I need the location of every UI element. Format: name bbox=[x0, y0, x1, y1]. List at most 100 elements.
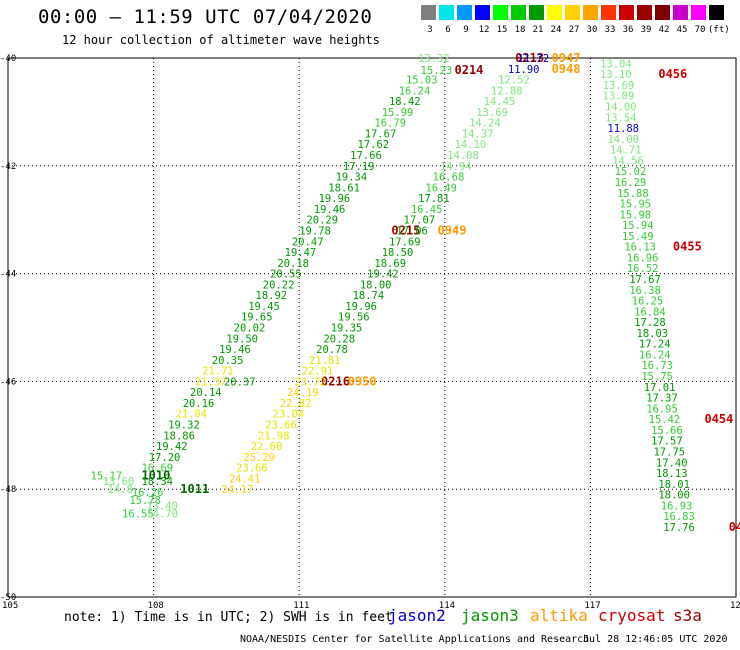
pass-time-label: 0455 bbox=[673, 240, 702, 254]
scale-label: 9 bbox=[463, 25, 469, 35]
wave-height-label: 20.35 bbox=[212, 355, 244, 367]
wave-height-label: 21.81 bbox=[309, 355, 341, 367]
wave-height-label: 18.74 bbox=[353, 290, 385, 302]
wave-height-label: 20.02 bbox=[234, 323, 266, 335]
scale-label: 12 bbox=[478, 25, 490, 35]
legend-item-jason2: jason2 bbox=[388, 606, 446, 625]
wave-height-label: 20.28 bbox=[323, 333, 355, 345]
y-tick-label: -48 bbox=[0, 485, 16, 495]
wave-height-label: 13.09 bbox=[603, 91, 635, 103]
wave-height-label: 19.65 bbox=[241, 312, 273, 324]
wave-height-label: 14.71 bbox=[610, 145, 642, 157]
wave-height-label: 16.55 bbox=[122, 508, 154, 520]
wave-height-label: 18.69 bbox=[374, 258, 406, 270]
wave-height-label: 20.78 bbox=[316, 344, 348, 356]
wave-height-label: 20.16 bbox=[183, 398, 215, 410]
pass-time-label: 1010 bbox=[141, 469, 170, 483]
page-subtitle: 12 hour collection of altimeter wave hei… bbox=[62, 33, 380, 47]
wave-height-label: 15.03 bbox=[406, 75, 438, 87]
wave-height-label: 19.45 bbox=[248, 301, 280, 313]
wave-height-label: 15.88 bbox=[617, 188, 649, 200]
pass-time-label: 0454 bbox=[704, 412, 733, 426]
x-tick-label: 120 bbox=[730, 601, 740, 611]
legend-item-jason3: jason3 bbox=[461, 606, 519, 625]
wave-height-label: 19.47 bbox=[285, 247, 317, 259]
wave-height-label: 19.42 bbox=[367, 269, 399, 281]
scale-swatch bbox=[673, 5, 688, 20]
legend-item-s3a: s3a bbox=[673, 606, 702, 625]
wave-height-label: 19.34 bbox=[336, 172, 368, 184]
footer-note: note: 1) Time is in UTC; 2) SWH is in fe… bbox=[64, 610, 393, 625]
wave-height-label: 19.78 bbox=[299, 225, 331, 237]
wave-height-label: 18.01 bbox=[658, 479, 690, 491]
wave-height-label: 17.24 bbox=[639, 339, 671, 351]
wave-height-label: 20.18 bbox=[277, 258, 309, 270]
wave-height-label: 13.32 bbox=[418, 53, 450, 65]
wave-height-label: 15.75 bbox=[641, 371, 673, 383]
scale-label: 33 bbox=[604, 25, 616, 35]
wave-height-label: 18.50 bbox=[382, 247, 414, 259]
wave-height-label: 17.75 bbox=[653, 446, 685, 458]
wave-height-label: 18.13 bbox=[656, 468, 688, 480]
wave-height-label: 14.70 bbox=[146, 508, 178, 520]
wave-height-label: 13.69 bbox=[603, 80, 635, 92]
wave-height-label: 15.42 bbox=[649, 414, 681, 426]
wave-height-label: 18.34 bbox=[141, 476, 173, 488]
wave-height-label: 11.90 bbox=[508, 64, 540, 76]
wave-height-label: 16.52 bbox=[627, 263, 659, 275]
wave-height-label: 11.88 bbox=[607, 123, 639, 135]
scale-label: 21 bbox=[532, 25, 544, 35]
scale-label: 15 bbox=[496, 25, 508, 35]
wave-height-label: 22.82 bbox=[280, 398, 312, 410]
pass-time-label: 1011 bbox=[180, 482, 209, 496]
scale-label: 24 bbox=[550, 25, 562, 35]
wave-height-label: 14.8 bbox=[107, 484, 132, 496]
wave-height-label: 20.22 bbox=[263, 279, 295, 291]
scale-label: (ft) bbox=[708, 25, 730, 35]
scale-label: 45 bbox=[676, 25, 688, 35]
wave-height-label: 15.95 bbox=[620, 199, 652, 211]
pass-time-label: 0948 bbox=[552, 62, 581, 76]
wave-height-label: 17.07 bbox=[404, 215, 436, 227]
y-tick-label: -40 bbox=[0, 54, 16, 64]
wave-height-label: 13.54 bbox=[605, 112, 637, 124]
pass-time-label: 0950 bbox=[348, 374, 377, 388]
y-tick-label: -46 bbox=[0, 377, 16, 387]
wave-height-label: 15.23 bbox=[421, 65, 453, 77]
credit-text: NOAA/NESDIS Center for Satellite Applica… bbox=[240, 634, 590, 645]
wave-height-label: 14.00 bbox=[605, 102, 637, 114]
wave-height-label: 16.93 bbox=[661, 500, 693, 512]
wave-height-label: 18.00 bbox=[658, 490, 690, 502]
wave-height-label: 16.68 bbox=[433, 172, 465, 184]
pass-time-label: 0947 bbox=[552, 51, 581, 65]
scale-label: 27 bbox=[568, 25, 580, 35]
scale-swatch bbox=[475, 5, 490, 20]
wave-height-label: 23.66 bbox=[236, 463, 268, 475]
wave-height-label: 18.86 bbox=[163, 430, 195, 442]
scale-swatch bbox=[709, 5, 724, 20]
wave-height-label: 17.19 bbox=[343, 161, 375, 173]
x-tick-label: 108 bbox=[148, 601, 164, 611]
wave-height-label: 19.46 bbox=[314, 204, 346, 216]
wave-height-label: 23.72 bbox=[294, 376, 326, 388]
scale-swatch bbox=[655, 5, 670, 20]
wave-height-label: 18.42 bbox=[389, 96, 421, 108]
wave-height-label: 16.29 bbox=[615, 177, 647, 189]
scale-swatch bbox=[619, 5, 634, 20]
pass-time-label: 0949 bbox=[438, 223, 467, 237]
wave-height-label: 24.19 bbox=[287, 387, 319, 399]
scale-label: 42 bbox=[658, 25, 670, 35]
wave-height-label: 20.55 bbox=[270, 269, 302, 281]
wave-height-label: 16.13 bbox=[624, 242, 656, 254]
timestamp-text: Jul 28 12:46:05 UTC 2020 bbox=[583, 634, 728, 645]
wave-height-label: 16.25 bbox=[632, 296, 664, 308]
wave-height-label: 14.94 bbox=[440, 161, 472, 173]
wave-height-label: 19.42 bbox=[156, 441, 188, 453]
y-tick-label: -44 bbox=[0, 270, 16, 280]
wave-height-label: 15.49 bbox=[622, 231, 654, 243]
legend-item-altika: altika bbox=[530, 606, 588, 625]
scale-label: 39 bbox=[640, 25, 652, 35]
wave-height-label: 19.32 bbox=[168, 420, 200, 432]
page-title: 00:00 – 11:59 UTC 07/04/2020 bbox=[38, 6, 373, 28]
wave-height-label: 16.95 bbox=[646, 403, 678, 415]
